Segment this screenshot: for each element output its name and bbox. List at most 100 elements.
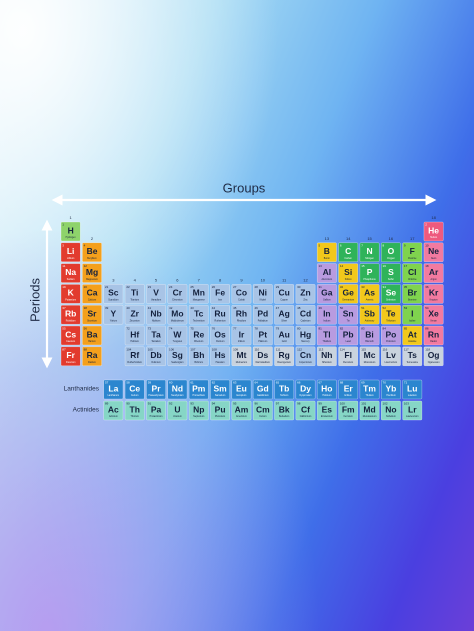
atomic-number: 37 bbox=[62, 306, 66, 310]
element-symbol: Ce bbox=[129, 383, 140, 393]
atomic-number: 4 bbox=[84, 243, 86, 247]
element-symbol: Zr bbox=[130, 308, 139, 318]
element-name: Gold bbox=[282, 341, 288, 343]
element-name: Iridium bbox=[238, 340, 245, 343]
element-name: Calcium bbox=[88, 300, 96, 302]
element-cell bbox=[381, 284, 401, 304]
group-number: 13 bbox=[325, 236, 330, 241]
element-name: Actinium bbox=[109, 415, 118, 418]
atomic-number: 95 bbox=[233, 402, 237, 406]
atomic-number: 31 bbox=[319, 285, 323, 289]
element-cell bbox=[359, 242, 380, 263]
element-cell bbox=[274, 304, 295, 325]
element-cell bbox=[252, 379, 273, 400]
atomic-number: 41 bbox=[148, 306, 152, 310]
periods-label: Periods bbox=[27, 277, 42, 322]
atomic-number: 13 bbox=[319, 264, 323, 268]
element-name: Praseodymium bbox=[148, 394, 163, 397]
element-symbol: Eu bbox=[236, 383, 247, 393]
element-symbol: Nh bbox=[321, 350, 332, 360]
lanthanides-label: Lanthanides bbox=[64, 386, 100, 393]
element-symbol: Fr bbox=[66, 350, 75, 360]
element-cell bbox=[103, 284, 124, 304]
element-name: Rhenium bbox=[194, 341, 203, 343]
atomic-number: 34 bbox=[383, 285, 387, 289]
element-cell bbox=[188, 379, 209, 400]
element-symbol: Lv bbox=[386, 350, 396, 360]
element-symbol: Ac bbox=[108, 404, 119, 414]
element-symbol: I bbox=[411, 308, 413, 318]
element-symbol: Ra bbox=[87, 350, 98, 360]
element-name: Fermium bbox=[344, 415, 353, 418]
element-name: Dubnium bbox=[151, 362, 160, 364]
element-symbol: Tm bbox=[363, 383, 376, 393]
element-name: Zirconium bbox=[130, 319, 140, 322]
element-symbol: Lr bbox=[408, 404, 417, 414]
element-cell bbox=[124, 400, 145, 421]
element-name: Uranium bbox=[173, 415, 182, 418]
element-symbol: Rn bbox=[428, 329, 439, 339]
element-name: Silicon bbox=[345, 279, 352, 281]
atomic-number: 104 bbox=[126, 347, 131, 351]
element-name: Mercury bbox=[301, 340, 310, 343]
element-symbol: Hf bbox=[130, 329, 139, 339]
element-cell bbox=[381, 263, 401, 283]
element-cell bbox=[423, 304, 444, 325]
atomic-number: 110 bbox=[254, 347, 259, 351]
element-cell bbox=[60, 304, 81, 325]
atomic-number: 101 bbox=[361, 402, 366, 406]
element-cell bbox=[423, 242, 444, 263]
element-symbol: Bi bbox=[365, 329, 374, 339]
element-name: Iodine bbox=[409, 320, 416, 322]
element-name: Gadolinium bbox=[257, 395, 269, 397]
atomic-number: 70 bbox=[383, 381, 387, 385]
element-name: Europium bbox=[237, 394, 247, 397]
element-cell bbox=[231, 346, 252, 367]
element-name: Cadmium bbox=[301, 320, 311, 322]
element-symbol: Cr bbox=[173, 288, 183, 298]
element-cell bbox=[82, 304, 102, 325]
element-symbol: Nd bbox=[172, 383, 183, 393]
element-symbol: Ge bbox=[343, 288, 355, 298]
atomic-number: 106 bbox=[169, 347, 174, 351]
element-cell bbox=[402, 325, 423, 346]
atomic-number: 59 bbox=[148, 381, 152, 385]
element-cell bbox=[167, 400, 188, 421]
element-name: Rutherfordium bbox=[127, 361, 142, 364]
element-name: Bismuth bbox=[365, 340, 374, 343]
atomic-number: 35 bbox=[404, 285, 408, 289]
element-name: Zinc bbox=[303, 300, 308, 302]
element-cell bbox=[381, 304, 401, 325]
element-symbol: Pm bbox=[192, 383, 206, 393]
atomic-number: 93 bbox=[190, 402, 194, 406]
atomic-number: 74 bbox=[169, 327, 173, 331]
atomic-number: 52 bbox=[383, 306, 387, 310]
element-cell bbox=[359, 263, 380, 283]
group-number: 17 bbox=[410, 236, 415, 241]
atomic-number: 53 bbox=[404, 306, 408, 310]
element-symbol: W bbox=[173, 329, 182, 339]
element-cell bbox=[359, 346, 380, 367]
element-name: Lanthanum bbox=[108, 394, 120, 397]
atomic-number: 51 bbox=[361, 306, 365, 310]
element-cell bbox=[188, 346, 209, 367]
atomic-number: 25 bbox=[190, 285, 194, 289]
element-name: Roentgenium bbox=[277, 361, 291, 364]
atomic-number: 73 bbox=[148, 327, 152, 331]
element-cell bbox=[274, 400, 295, 421]
element-name: Tungsten bbox=[173, 340, 183, 343]
element-symbol: C bbox=[345, 246, 351, 256]
atomic-number: 99 bbox=[319, 402, 323, 406]
atomic-number: 24 bbox=[169, 285, 173, 289]
element-cell bbox=[295, 325, 316, 346]
element-name: Helium bbox=[430, 237, 437, 239]
atomic-number: 116 bbox=[383, 347, 388, 351]
element-name: Francium bbox=[66, 361, 76, 364]
element-symbol: Pa bbox=[151, 404, 162, 414]
element-cell bbox=[146, 325, 166, 346]
element-symbol: Al bbox=[323, 267, 332, 277]
element-cell bbox=[82, 242, 102, 263]
atomic-number: 26 bbox=[212, 285, 216, 289]
element-cell bbox=[210, 325, 230, 346]
group-number: 1 bbox=[70, 215, 73, 220]
